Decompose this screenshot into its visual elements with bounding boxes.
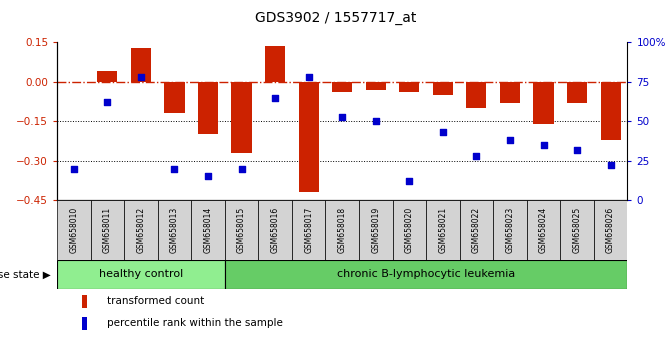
Point [538,142,549,148]
FancyBboxPatch shape [594,200,627,260]
Text: GSM658022: GSM658022 [472,207,481,253]
FancyBboxPatch shape [393,200,426,260]
Bar [198,82,218,135]
Text: GSM658010: GSM658010 [69,207,79,253]
FancyBboxPatch shape [258,200,292,260]
Bar [533,82,554,124]
FancyBboxPatch shape [124,200,158,260]
FancyBboxPatch shape [493,200,527,260]
Bar [433,82,453,95]
Point [236,166,247,171]
Text: disease state ▶: disease state ▶ [0,269,50,279]
Bar [299,82,319,192]
FancyBboxPatch shape [527,200,560,260]
Text: GSM658011: GSM658011 [103,207,112,253]
Text: GSM658025: GSM658025 [572,207,582,253]
Text: GSM658016: GSM658016 [270,207,280,253]
Bar [231,82,252,153]
Text: GSM658012: GSM658012 [136,207,146,253]
Bar [399,82,419,92]
FancyBboxPatch shape [225,200,258,260]
Point [337,114,348,119]
Bar [332,82,352,92]
Text: GSM658020: GSM658020 [405,207,414,253]
Point [203,173,213,179]
Text: GSM658024: GSM658024 [539,207,548,253]
Text: GSM658023: GSM658023 [505,207,515,253]
Point [370,118,381,124]
Point [303,74,314,80]
FancyBboxPatch shape [91,200,124,260]
Text: GSM658017: GSM658017 [304,207,313,253]
Text: GSM658019: GSM658019 [371,207,380,253]
Bar [601,82,621,139]
Point [270,95,280,101]
Point [169,166,180,171]
Bar [82,317,87,330]
Bar [466,82,486,108]
Text: GSM658013: GSM658013 [170,207,179,253]
Point [572,147,582,153]
Text: GSM658026: GSM658026 [606,207,615,253]
Bar [500,82,520,103]
FancyBboxPatch shape [560,200,594,260]
Point [68,166,79,171]
Bar [131,48,151,82]
Text: GSM658015: GSM658015 [237,207,246,253]
FancyBboxPatch shape [460,200,493,260]
FancyBboxPatch shape [57,200,91,260]
FancyBboxPatch shape [292,200,325,260]
FancyBboxPatch shape [191,200,225,260]
Bar [164,82,185,113]
FancyBboxPatch shape [158,200,191,260]
Text: percentile rank within the sample: percentile rank within the sample [107,318,282,328]
Text: transformed count: transformed count [107,296,204,307]
Text: GSM658021: GSM658021 [438,207,448,253]
FancyBboxPatch shape [57,260,225,289]
Point [102,99,113,105]
Bar [82,295,87,308]
Bar [265,46,285,82]
Bar [97,72,117,82]
Point [404,178,415,184]
FancyBboxPatch shape [225,260,627,289]
Bar [567,82,587,103]
FancyBboxPatch shape [426,200,460,260]
Text: GSM658018: GSM658018 [338,207,347,253]
FancyBboxPatch shape [325,200,359,260]
Text: chronic B-lymphocytic leukemia: chronic B-lymphocytic leukemia [337,269,515,279]
Text: healthy control: healthy control [99,269,183,279]
Point [505,137,515,143]
Text: GSM658014: GSM658014 [203,207,213,253]
Point [136,74,146,80]
Point [605,162,616,168]
Text: GDS3902 / 1557717_at: GDS3902 / 1557717_at [255,11,416,25]
Point [437,130,448,135]
FancyBboxPatch shape [359,200,393,260]
Point [471,153,482,159]
Bar [366,82,386,90]
